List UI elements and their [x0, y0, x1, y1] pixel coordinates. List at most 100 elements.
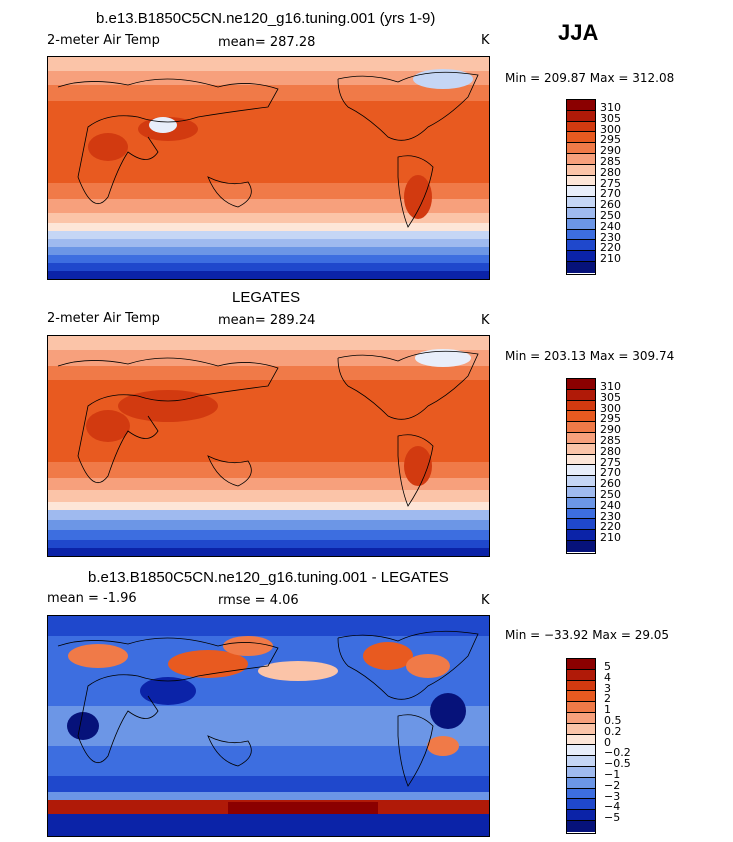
- colorbar-tick-label: 0: [604, 735, 611, 749]
- panel3-colorbar-swatch: [567, 799, 595, 811]
- panel1-colorbar-swatch: [567, 229, 595, 241]
- colorbar-tick-label: 220: [600, 520, 621, 534]
- colorbar-tick-label: 275: [600, 176, 621, 190]
- panel2-map: [47, 335, 490, 557]
- panel2-colorbar-swatch: [567, 530, 595, 541]
- panel2-minmax: Min = 203.13 Max = 309.74: [505, 349, 675, 363]
- colorbar-tick-label: 4: [604, 670, 611, 684]
- colorbar-tick-label: 280: [600, 444, 621, 458]
- colorbar-tick-label: 295: [600, 412, 621, 426]
- panel1-colorbar-swatch: [567, 132, 595, 144]
- panel2-colorbar-swatch: [567, 497, 595, 509]
- colorbar-tick-label: 300: [600, 122, 621, 136]
- panel3-colorbar-swatch: [567, 723, 595, 735]
- panel2-colorbar-swatch: [567, 422, 595, 433]
- panel1-colorbar-swatch: [567, 218, 595, 230]
- colorbar-tick-label: 1: [604, 703, 611, 717]
- panel1-colorbar: [566, 99, 596, 275]
- panel2-colorbar-swatch: [567, 432, 595, 444]
- colorbar-tick-label: 220: [600, 241, 621, 255]
- season-label: JJA: [558, 20, 599, 45]
- colorbar-tick-label: 250: [600, 209, 621, 222]
- panel3-colorbar-swatch: [567, 691, 595, 703]
- panel1-colorbar-swatch: [567, 197, 595, 208]
- panel1-colorbar-swatch: [567, 164, 595, 176]
- colorbar-tick-label: 230: [600, 509, 621, 523]
- panel1-unit-label: K: [481, 33, 490, 48]
- panel3-colorbar-swatch: [567, 745, 595, 757]
- colorbar-tick-label: 2: [604, 692, 611, 706]
- panel3-colorbar-swatch: [567, 766, 595, 778]
- colorbar-tick-label: −3: [604, 789, 621, 803]
- panel3-title: b.e13.B1850C5CN.ne120_g16.tuning.001 - L…: [88, 569, 449, 586]
- panel3-colorbar-swatch: [567, 820, 595, 832]
- panel3-colorbar-swatch: [567, 756, 595, 767]
- panel2-colorbar-swatch: [567, 519, 595, 531]
- colorbar-tick-label: 3: [604, 681, 611, 695]
- colorbar-tick-label: −5: [604, 811, 621, 825]
- panel3-colorbar-swatch: [567, 777, 595, 789]
- colorbar-tick-label: 5: [604, 660, 611, 673]
- colorbar-tick-label: 310: [600, 101, 621, 114]
- panel3-mean-label: mean = -1.96: [47, 591, 137, 606]
- colorbar-tick-label: 270: [600, 187, 621, 201]
- colorbar-tick-label: 0.5: [604, 714, 622, 727]
- colorbar-tick-label: 270: [600, 466, 621, 480]
- panel2-variable-label: 2-meter Air Temp: [47, 311, 160, 326]
- panel2-colorbar-swatch: [567, 389, 595, 401]
- colorbar-tick-label: 260: [600, 477, 621, 491]
- panel2-colorbar-swatch: [567, 379, 595, 390]
- colorbar-tick-label: −0.5: [604, 757, 631, 771]
- panel1-map: [47, 56, 490, 280]
- panel1-colorbar-swatch: [567, 251, 595, 262]
- colorbar-tick-label: 210: [600, 252, 621, 266]
- panel3-colorbar-swatch: [567, 669, 595, 681]
- colorbar-tick-label: 240: [600, 219, 621, 233]
- colorbar-tick-label: 285: [600, 155, 621, 168]
- panel1-colorbar-swatch: [567, 110, 595, 122]
- panel2-title: LEGATES: [232, 289, 301, 306]
- colorbar-tick-label: 285: [600, 434, 621, 447]
- colorbar-tick-label: 305: [600, 390, 621, 404]
- panel1-mean-label: mean= 287.28: [218, 35, 316, 50]
- panel2-colorbar-swatch: [567, 443, 595, 455]
- panel1-map-svg: [48, 57, 489, 279]
- panel2-colorbar-swatch: [567, 454, 595, 466]
- colorbar-tick-label: −2: [604, 778, 621, 792]
- colorbar-tick-label: 290: [600, 423, 621, 437]
- colorbar-tick-label: 310: [600, 380, 621, 393]
- panel3-colorbar: [566, 658, 596, 834]
- colorbar-tick-label: 275: [600, 455, 621, 469]
- panel1-colorbar-swatch: [567, 261, 595, 273]
- panel1-colorbar-swatch: [567, 153, 595, 165]
- panel1-colorbar-swatch: [567, 143, 595, 154]
- colorbar-tick-label: 305: [600, 111, 621, 125]
- panel3-map-svg: [48, 616, 489, 836]
- colorbar-tick-label: 280: [600, 165, 621, 179]
- panel3-unit-label: K: [481, 593, 490, 608]
- panel3-colorbar-swatch: [567, 810, 595, 821]
- colorbar-tick-label: 240: [600, 498, 621, 512]
- panel2-colorbar-swatch: [567, 540, 595, 552]
- panel1-variable-label: 2-meter Air Temp: [47, 33, 160, 48]
- colorbar-tick-label: 260: [600, 198, 621, 212]
- panel2-map-svg: [48, 336, 489, 556]
- panel3-map: [47, 615, 490, 837]
- panel1-minmax: Min = 209.87 Max = 312.08: [505, 71, 675, 85]
- panel3-colorbar-swatch: [567, 788, 595, 800]
- panel2-colorbar-swatch: [567, 400, 595, 412]
- panel1-colorbar-swatch: [567, 186, 595, 198]
- panel2-colorbar-swatch: [567, 508, 595, 520]
- panel2-unit-label: K: [481, 313, 490, 328]
- colorbar-tick-label: 300: [600, 401, 621, 415]
- panel1-colorbar-swatch: [567, 121, 595, 133]
- colorbar-tick-label: 210: [600, 531, 621, 545]
- colorbar-tick-label: −1: [604, 768, 621, 781]
- colorbar-tick-label: −4: [604, 800, 621, 814]
- colorbar-tick-label: 230: [600, 230, 621, 244]
- panel1-colorbar-swatch: [567, 240, 595, 252]
- panel3-colorbar-swatch: [567, 734, 595, 746]
- panel1-title: b.e13.B1850C5CN.ne120_g16.tuning.001 (yr…: [96, 10, 436, 27]
- colorbar-tick-label: 0.2: [604, 724, 622, 738]
- panel1-colorbar-swatch: [567, 100, 595, 111]
